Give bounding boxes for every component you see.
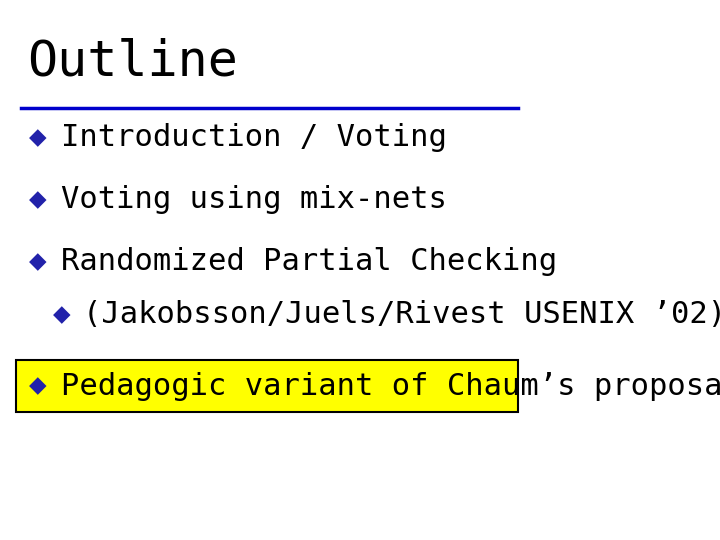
Text: Pedagogic variant of Chaum’s proposal: Pedagogic variant of Chaum’s proposal bbox=[61, 372, 720, 401]
Text: Voting using mix-nets: Voting using mix-nets bbox=[61, 185, 447, 214]
Text: Introduction / Voting: Introduction / Voting bbox=[61, 123, 447, 152]
Text: ◆: ◆ bbox=[29, 375, 46, 397]
Text: Randomized Partial Checking: Randomized Partial Checking bbox=[61, 247, 557, 276]
Text: ◆: ◆ bbox=[29, 251, 46, 273]
Text: ◆: ◆ bbox=[29, 188, 46, 211]
Text: ◆: ◆ bbox=[53, 303, 71, 326]
Text: (Jakobsson/Juels/Rivest USENIX ’02): (Jakobsson/Juels/Rivest USENIX ’02) bbox=[83, 300, 720, 329]
Text: ◆: ◆ bbox=[29, 126, 46, 149]
FancyBboxPatch shape bbox=[16, 360, 518, 412]
Text: Outline: Outline bbox=[27, 38, 238, 86]
